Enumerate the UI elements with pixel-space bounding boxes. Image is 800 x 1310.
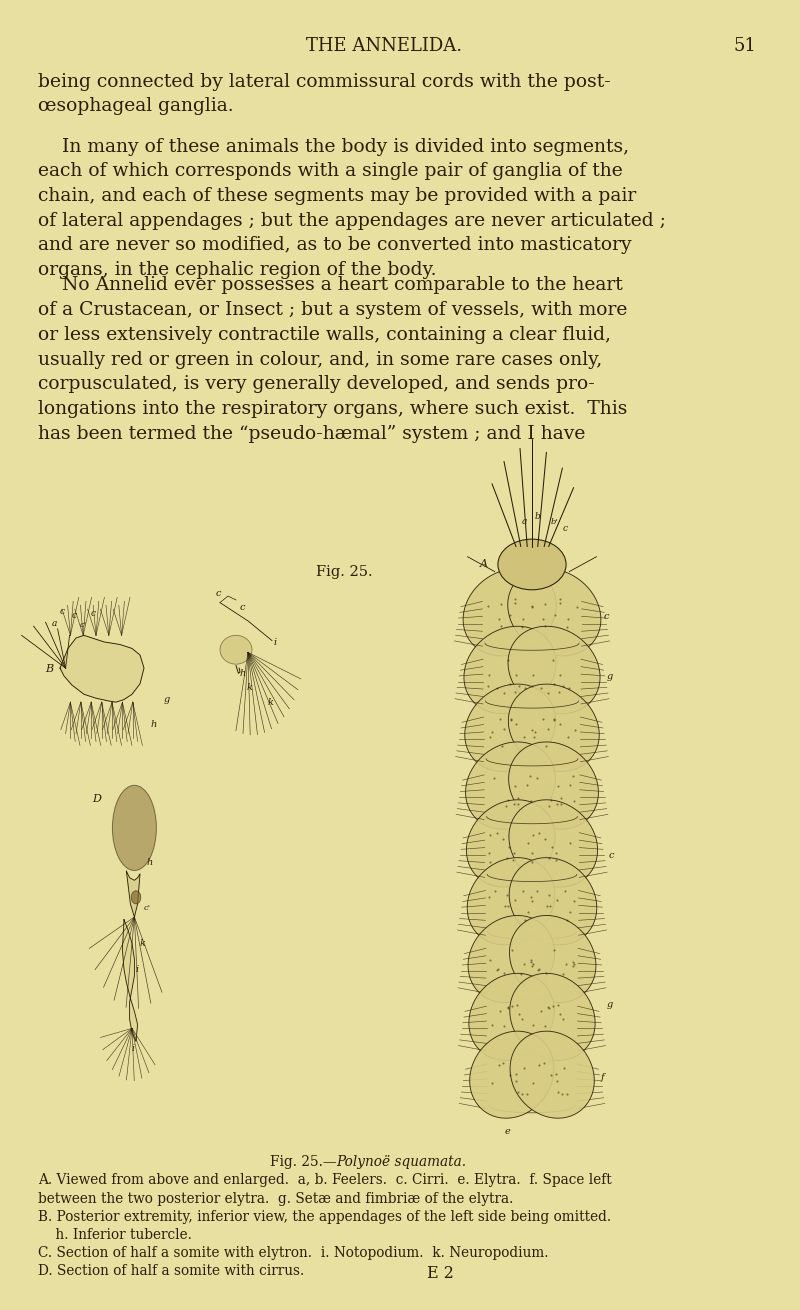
Text: THE ANNELIDA.: THE ANNELIDA. xyxy=(306,38,462,55)
Ellipse shape xyxy=(508,569,601,656)
Ellipse shape xyxy=(465,684,556,772)
Text: being connected by lateral commissural cords with the post-
œsophageal ganglia.: being connected by lateral commissural c… xyxy=(38,72,611,115)
Ellipse shape xyxy=(468,916,554,1002)
Ellipse shape xyxy=(508,684,599,772)
Ellipse shape xyxy=(469,973,554,1060)
Text: b: b xyxy=(534,512,540,521)
Text: b': b' xyxy=(550,517,558,525)
Ellipse shape xyxy=(467,858,555,945)
Text: Polynoë squamata.: Polynoë squamata. xyxy=(336,1155,466,1170)
Text: k: k xyxy=(267,698,273,707)
Text: g: g xyxy=(164,696,170,705)
Text: a: a xyxy=(52,620,58,629)
Text: h: h xyxy=(146,858,153,867)
Ellipse shape xyxy=(508,626,600,714)
Text: a: a xyxy=(522,517,527,525)
Text: h: h xyxy=(150,721,157,730)
Text: h. Inferior tubercle.: h. Inferior tubercle. xyxy=(38,1227,192,1242)
Ellipse shape xyxy=(466,741,555,829)
Ellipse shape xyxy=(510,916,596,1002)
Text: B. Posterior extremity, inferior view, the appendages of the left side being omi: B. Posterior extremity, inferior view, t… xyxy=(38,1209,611,1224)
Ellipse shape xyxy=(466,800,555,887)
Text: B: B xyxy=(46,664,54,675)
Text: c: c xyxy=(240,604,246,613)
Ellipse shape xyxy=(509,858,597,945)
Ellipse shape xyxy=(498,540,566,590)
Text: In many of these animals the body is divided into segments,
each of which corres: In many of these animals the body is div… xyxy=(38,138,666,279)
Ellipse shape xyxy=(510,1031,594,1119)
Ellipse shape xyxy=(220,635,252,664)
Text: g: g xyxy=(606,1000,613,1009)
Polygon shape xyxy=(60,635,144,702)
Text: c: c xyxy=(90,609,95,618)
Text: c': c' xyxy=(143,904,150,913)
Text: c: c xyxy=(60,608,65,617)
Text: D. Section of half a somite with cirrus.: D. Section of half a somite with cirrus. xyxy=(38,1264,305,1277)
Text: A. Viewed from above and enlarged.  a, b. Feelers.  c. Cirri.  e. Elytra.  f. Sp: A. Viewed from above and enlarged. a, b.… xyxy=(38,1174,612,1187)
Text: k: k xyxy=(246,684,252,693)
Text: Fig. 25.: Fig. 25. xyxy=(316,565,372,579)
Text: c: c xyxy=(72,612,77,621)
Text: c: c xyxy=(563,524,568,533)
Text: c: c xyxy=(216,590,222,599)
Text: A: A xyxy=(480,559,488,570)
Text: e: e xyxy=(505,1127,510,1136)
Text: No Annelid ever possesses a heart comparable to the heart
of a Crustacean, or In: No Annelid ever possesses a heart compar… xyxy=(38,276,628,443)
Text: C. Section of half a somite with elytron.  i. Notopodium.  k. Neuropodium.: C. Section of half a somite with elytron… xyxy=(38,1246,549,1260)
Ellipse shape xyxy=(464,626,556,714)
Polygon shape xyxy=(126,871,140,917)
Ellipse shape xyxy=(112,786,157,870)
Ellipse shape xyxy=(463,569,556,656)
Text: c: c xyxy=(609,850,614,859)
Ellipse shape xyxy=(509,800,598,887)
Text: i: i xyxy=(274,638,277,647)
Text: 51: 51 xyxy=(733,38,756,55)
Text: g: g xyxy=(606,672,613,681)
Ellipse shape xyxy=(510,973,595,1060)
Text: E 2: E 2 xyxy=(426,1265,454,1282)
Text: i: i xyxy=(136,965,139,975)
Polygon shape xyxy=(122,920,138,1041)
Ellipse shape xyxy=(470,1031,554,1119)
Text: i: i xyxy=(131,1044,134,1053)
Text: D: D xyxy=(92,794,101,804)
Text: h: h xyxy=(240,669,246,679)
Text: f: f xyxy=(600,1073,604,1082)
Text: between the two posterior elytra.  g. Setæ and fimbriæ of the elytra.: between the two posterior elytra. g. Set… xyxy=(38,1192,514,1205)
Text: k: k xyxy=(139,939,145,948)
Text: c': c' xyxy=(80,621,87,630)
Ellipse shape xyxy=(509,741,598,829)
Text: Fig. 25.—: Fig. 25.— xyxy=(270,1155,336,1170)
Ellipse shape xyxy=(131,891,141,904)
Text: c: c xyxy=(604,612,610,621)
